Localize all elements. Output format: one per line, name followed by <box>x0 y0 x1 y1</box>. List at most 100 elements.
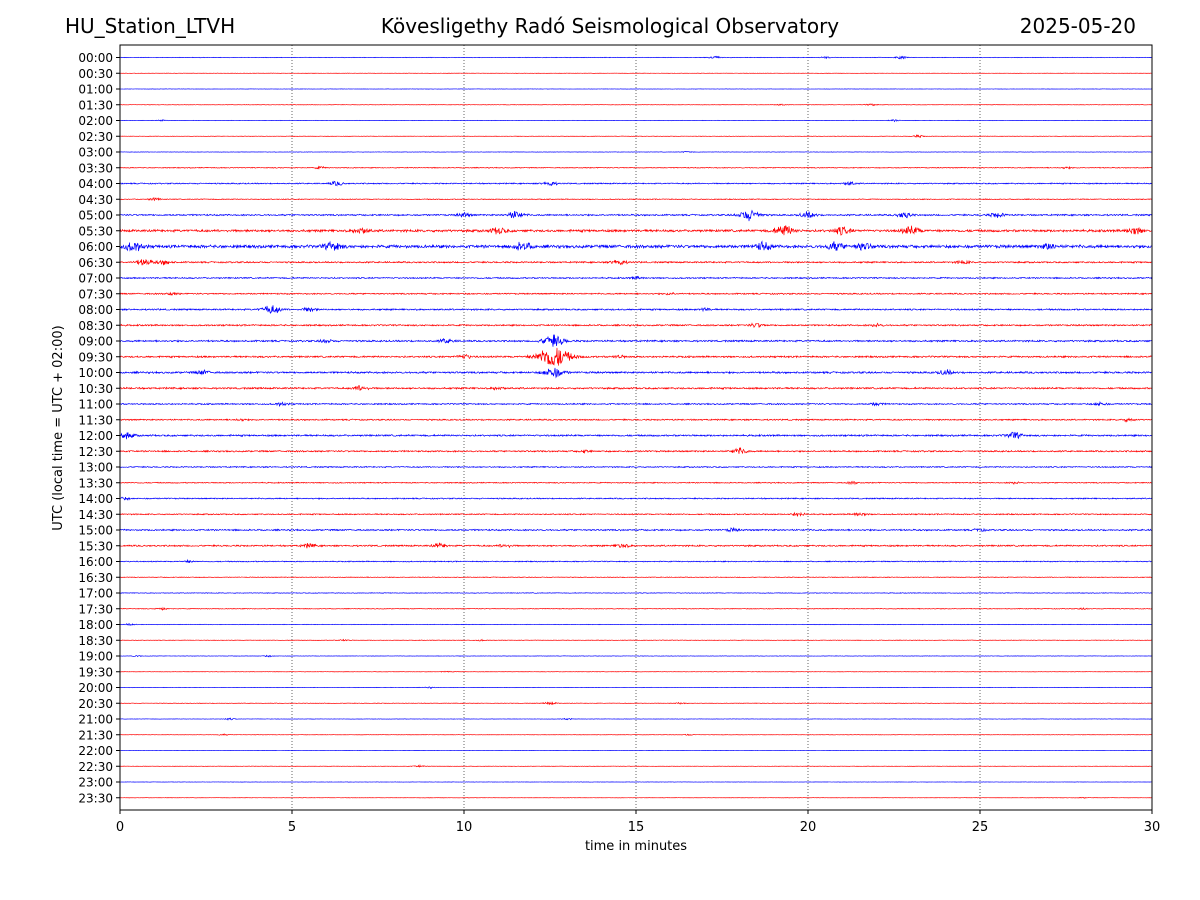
y-tick-label: 23:00 <box>78 776 113 790</box>
y-tick-label: 14:30 <box>78 508 113 522</box>
seismogram-trace-0730 <box>119 291 1153 296</box>
y-tick-label: 20:30 <box>78 697 113 711</box>
seismogram-trace-0700 <box>119 275 1153 280</box>
seismogram-trace-1230 <box>119 447 1153 455</box>
x-axis-label: time in minutes <box>585 839 687 854</box>
y-tick-label: 21:00 <box>78 713 113 727</box>
y-tick-label: 01:30 <box>78 98 113 112</box>
y-tick-label: 07:00 <box>78 272 113 286</box>
seismogram-trace-1430 <box>119 511 1153 517</box>
seismogram-trace-1400 <box>119 496 1153 501</box>
y-tick-label: 22:00 <box>78 744 113 758</box>
seismogram-trace-2230 <box>119 763 1153 768</box>
y-tick-label: 15:00 <box>78 524 113 538</box>
y-tick-label: 03:00 <box>78 146 113 160</box>
y-tick-label: 05:30 <box>78 224 113 238</box>
y-tick-label: 15:30 <box>78 539 113 553</box>
y-tick-label: 22:30 <box>78 760 113 774</box>
y-tick-label: 00:30 <box>78 67 113 81</box>
seismogram-trace-0300 <box>119 150 1153 153</box>
seismogram-trace-0500 <box>119 209 1153 222</box>
seismogram-trace-1800 <box>119 622 1153 627</box>
seismogram-trace-0330 <box>119 165 1153 170</box>
seismogram-trace-2330 <box>119 796 1153 799</box>
grid-lines <box>291 45 981 810</box>
y-tick-label: 16:00 <box>78 555 113 569</box>
y-tick-label: 11:00 <box>78 398 113 412</box>
seismogram-trace-0900 <box>119 334 1153 347</box>
seismogram-trace-0430 <box>119 197 1153 202</box>
x-tick-label: 30 <box>1144 820 1161 835</box>
seismogram-trace-0230 <box>119 134 1153 139</box>
seismogram-trace-1130 <box>119 417 1153 423</box>
y-tick-label: 11:30 <box>78 413 113 427</box>
seismogram-trace-1930 <box>119 670 1153 673</box>
seismogram-trace-2130 <box>119 733 1153 736</box>
y-tick-label: 23:30 <box>78 791 113 805</box>
seismogram-trace-0800 <box>119 305 1153 314</box>
y-tick-label: 04:30 <box>78 193 113 207</box>
y-tick-label: 19:00 <box>78 650 113 664</box>
y-tick-label: 09:00 <box>78 335 113 349</box>
y-tick-label: 10:00 <box>78 366 113 380</box>
y-tick-label: 02:00 <box>78 114 113 128</box>
seismogram-trace-1830 <box>119 638 1153 642</box>
y-tick-label: 10:30 <box>78 382 113 396</box>
seismogram-trace-1200 <box>119 431 1153 440</box>
seismogram-trace-0630 <box>119 258 1153 266</box>
seismogram-trace-0830 <box>119 322 1153 329</box>
x-axis: 0 5 10 15 20 25 30 <box>116 810 1160 835</box>
chart-title: Kövesligethy Radó Seismological Observat… <box>380 14 840 38</box>
y-tick-label: 17:00 <box>78 587 113 601</box>
seismogram-traces <box>119 55 1153 799</box>
y-tick-label: 13:30 <box>78 476 113 490</box>
x-tick-label: 25 <box>972 820 989 835</box>
y-tick-label: 06:00 <box>78 240 113 254</box>
seismogram-trace-2100 <box>119 717 1153 721</box>
y-tick-label: 08:30 <box>78 319 113 333</box>
x-tick-label: 10 <box>456 820 473 835</box>
y-tick-label: 13:00 <box>78 461 113 475</box>
x-tick-label: 15 <box>628 820 645 835</box>
y-tick-label: 00:00 <box>78 51 113 65</box>
y-tick-label: 01:00 <box>78 83 113 97</box>
y-tick-label: 08:00 <box>78 303 113 317</box>
seismogram-trace-1630 <box>119 576 1153 579</box>
seismogram-trace-1700 <box>119 592 1153 594</box>
seismogram-trace-1100 <box>119 400 1153 408</box>
seismogram-trace-2000 <box>119 686 1153 690</box>
seismogram-trace-0600 <box>119 240 1153 252</box>
y-tick-label: 03:30 <box>78 161 113 175</box>
y-tick-label: 09:30 <box>78 350 113 364</box>
x-tick-label: 0 <box>116 820 124 835</box>
seismogram-trace-1330 <box>119 480 1153 486</box>
y-tick-label: 02:30 <box>78 130 113 144</box>
y-tick-label: 12:00 <box>78 429 113 443</box>
seismogram-trace-1030 <box>119 385 1153 391</box>
y-tick-label: 05:00 <box>78 209 113 223</box>
y-tick-label: 07:30 <box>78 287 113 301</box>
y-tick-label: 18:30 <box>78 634 113 648</box>
seismogram-trace-0530 <box>119 225 1153 236</box>
x-tick-label: 20 <box>800 820 817 835</box>
y-tick-label: 17:30 <box>78 602 113 616</box>
y-axis-label: UTC (local time = UTC + 02:00) <box>51 325 66 530</box>
y-tick-label: 19:30 <box>78 665 113 679</box>
seismogram-trace-0200 <box>119 119 1153 123</box>
chart-date: 2025-05-20 <box>1019 14 1136 38</box>
y-tick-label: 21:30 <box>78 728 113 742</box>
x-tick-label: 5 <box>288 820 296 835</box>
y-tick-label: 18:00 <box>78 618 113 632</box>
seismogram-trace-0930 <box>119 347 1153 366</box>
seismogram-trace-1000 <box>119 367 1153 379</box>
seismogram-trace-0000 <box>119 55 1153 60</box>
y-tick-label: 20:00 <box>78 681 113 695</box>
seismogram-trace-1730 <box>119 606 1153 611</box>
seismogram-trace-0400 <box>119 180 1153 187</box>
y-tick-label: 12:30 <box>78 445 113 459</box>
y-tick-label: 06:30 <box>78 256 113 270</box>
y-tick-label: 16:30 <box>78 571 113 585</box>
seismogram-trace-1500 <box>119 526 1153 533</box>
